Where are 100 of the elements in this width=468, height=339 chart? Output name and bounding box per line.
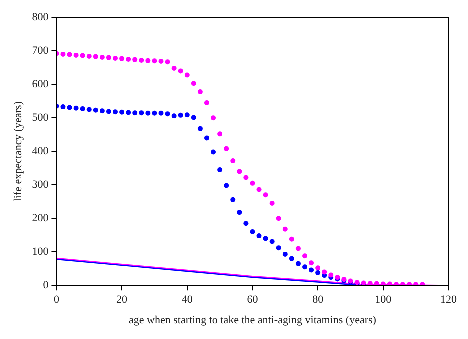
point — [191, 81, 196, 86]
point — [152, 58, 158, 64]
point — [178, 68, 184, 74]
point — [132, 110, 138, 116]
point — [237, 210, 242, 216]
point — [158, 110, 164, 116]
y-tick-label: 600 — [32, 78, 50, 90]
point — [224, 146, 230, 152]
point — [86, 54, 92, 59]
point — [244, 175, 249, 180]
point — [309, 260, 314, 266]
point — [230, 158, 236, 164]
point — [158, 58, 164, 64]
point — [74, 52, 79, 58]
point — [60, 104, 66, 110]
point — [152, 110, 158, 116]
point — [218, 132, 223, 137]
point — [146, 58, 151, 64]
point — [80, 106, 86, 112]
point — [86, 107, 92, 112]
point — [263, 236, 268, 242]
point — [296, 246, 301, 252]
y-tick-label: 800 — [32, 11, 50, 24]
point — [67, 52, 72, 58]
point — [120, 56, 125, 62]
point — [296, 261, 301, 266]
x-tick-label: 60 — [247, 294, 259, 306]
point — [309, 268, 314, 273]
point — [100, 54, 105, 60]
point — [282, 252, 288, 257]
point — [204, 100, 210, 106]
x-tick-label: 80 — [312, 294, 324, 306]
x-tick-label: 100 — [375, 294, 392, 306]
y-tick-label: 700 — [32, 44, 50, 57]
y-tick-label: 300 — [32, 178, 50, 191]
point — [302, 264, 308, 270]
y-tick-label: 100 — [32, 246, 50, 258]
point — [80, 53, 86, 58]
point — [276, 246, 282, 251]
point — [113, 110, 118, 115]
point — [270, 239, 275, 244]
point — [368, 281, 373, 286]
point — [132, 57, 138, 62]
point — [184, 72, 190, 78]
point — [244, 221, 249, 226]
point — [100, 108, 105, 114]
point — [289, 256, 294, 262]
point — [256, 234, 262, 239]
point — [237, 169, 242, 174]
point — [126, 56, 132, 62]
point — [198, 126, 203, 132]
point — [120, 110, 125, 115]
point — [374, 281, 380, 286]
point — [211, 116, 216, 121]
point — [67, 105, 72, 110]
point — [276, 216, 282, 222]
point — [74, 106, 79, 111]
point — [146, 110, 151, 116]
point — [139, 58, 144, 63]
point — [263, 192, 268, 198]
y-axis-title: life expectancy (years) — [12, 101, 24, 202]
point — [322, 270, 328, 275]
x-tick-label: 120 — [440, 294, 458, 306]
point — [316, 270, 321, 276]
point — [204, 136, 210, 141]
point — [106, 109, 112, 114]
point — [172, 66, 177, 72]
point — [113, 56, 118, 61]
point — [230, 197, 236, 202]
x-tick-label: 0 — [54, 294, 60, 306]
point — [93, 108, 98, 113]
point — [139, 110, 144, 116]
point — [302, 254, 308, 259]
point — [93, 54, 98, 60]
point — [282, 226, 288, 232]
point — [328, 272, 334, 278]
point — [165, 112, 170, 117]
point — [106, 55, 112, 60]
x-axis-title: age when starting to take the anti-aging vitamins (years) — [129, 314, 377, 326]
point — [178, 112, 184, 118]
point — [218, 168, 223, 173]
y-tick-label: 0 — [43, 279, 50, 292]
point — [250, 230, 256, 234]
x-tick-label: 20 — [116, 294, 128, 306]
point — [270, 201, 275, 206]
point — [126, 110, 132, 116]
point — [289, 236, 294, 242]
point — [191, 115, 196, 120]
x-tick-label: 40 — [182, 294, 194, 306]
point — [172, 114, 177, 119]
point — [165, 60, 170, 65]
y-tick-label: 400 — [32, 145, 50, 158]
point — [316, 266, 321, 271]
point — [184, 112, 190, 118]
point — [198, 89, 203, 94]
point — [224, 183, 230, 188]
point — [211, 150, 216, 155]
y-tick-label: 500 — [32, 112, 50, 124]
point — [60, 52, 66, 57]
point — [256, 187, 262, 192]
